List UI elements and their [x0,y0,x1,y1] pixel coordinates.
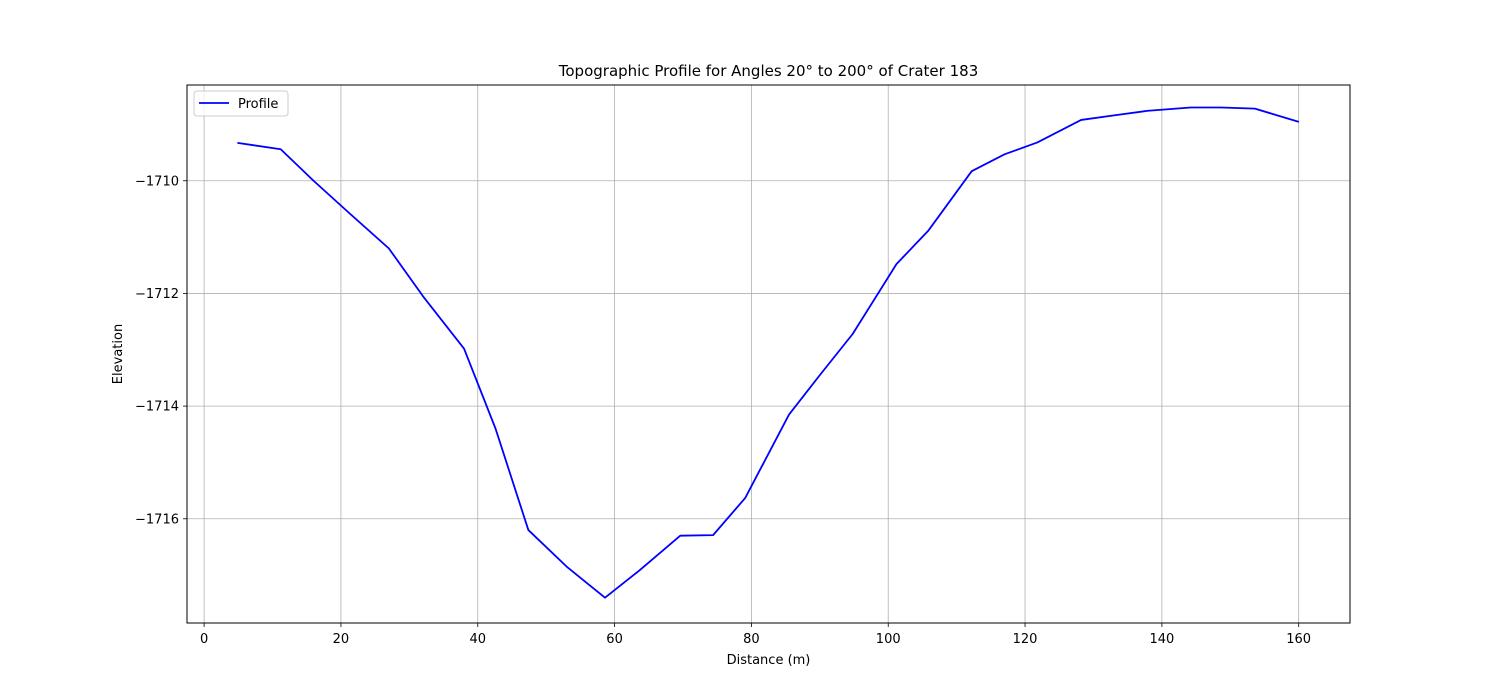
x-tick-label: 160 [1286,632,1311,647]
axis-ticks: 0 20 40 60 80 100 120 140 160 −1716 −1714 −1712 −171… [135,174,1311,647]
x-tick-label: 0 [200,632,208,647]
x-tick-label: 20 [333,632,350,647]
plot-area [237,106,1300,599]
y-tick-label: −1714 [135,400,179,415]
legend-box [193,90,289,117]
x-tick-label: 100 [876,632,901,647]
y-tick-label: −1710 [135,174,179,189]
x-axis-label: Distance (m) [727,653,811,668]
legend: Profile [193,90,289,117]
chart-title: Topographic Profile for Angles 20° to 20… [558,62,978,80]
y-tick-label: −1712 [135,287,179,302]
series-line-profile [237,106,1300,599]
x-tick-label: 40 [469,632,486,647]
x-tick-label: 140 [1149,632,1174,647]
y-tick-label: −1716 [135,512,179,527]
legend-label-profile: Profile [238,97,278,112]
x-tick-label: 120 [1013,632,1038,647]
plot-frame [186,84,1351,624]
grid-lines [187,85,1350,623]
y-axis-label: Elevation [111,324,126,384]
x-tick-label: 80 [743,632,760,647]
x-tick-label: 60 [606,632,623,647]
